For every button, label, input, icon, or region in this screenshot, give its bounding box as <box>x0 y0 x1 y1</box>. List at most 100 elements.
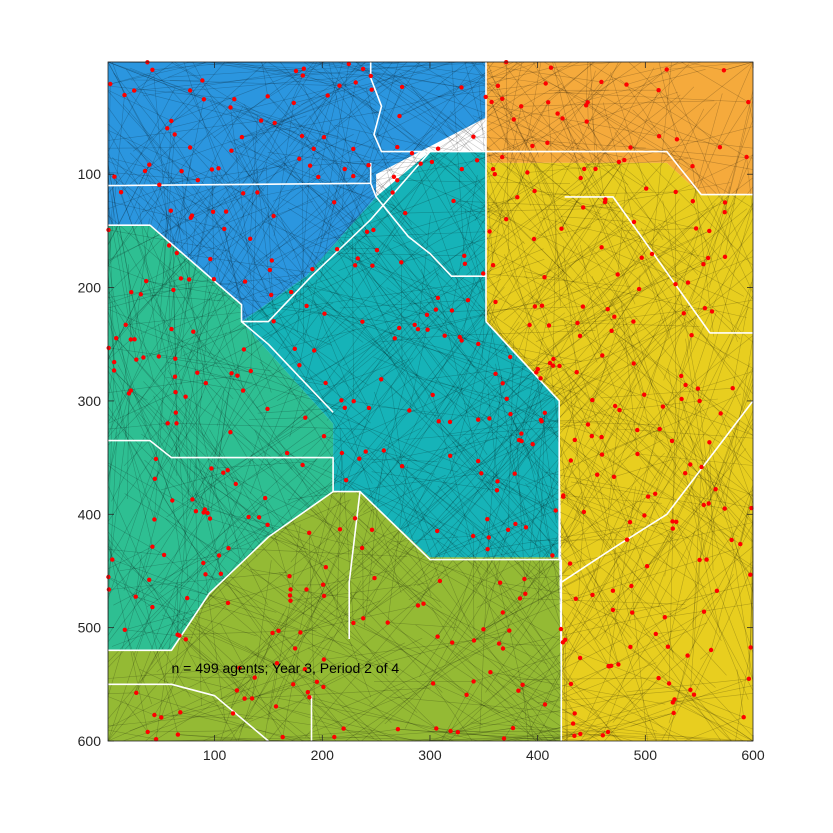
agent-point <box>165 126 170 131</box>
agent-point <box>323 380 328 386</box>
agent-track <box>175 217 197 359</box>
agent-point <box>706 501 711 506</box>
agent-track <box>289 313 325 437</box>
agent-track <box>537 412 546 605</box>
agent-track <box>545 735 575 742</box>
agent-track <box>227 469 306 548</box>
agent-track <box>230 431 332 526</box>
agent-track <box>687 256 754 283</box>
agent-track <box>263 663 278 742</box>
agent-track <box>107 308 251 372</box>
agent-track <box>344 239 479 420</box>
agent-track <box>165 676 255 678</box>
agent-point <box>297 363 302 368</box>
region-4 <box>108 225 334 651</box>
agent-track <box>524 573 695 695</box>
agent-track <box>676 521 749 700</box>
agent-track <box>600 257 709 313</box>
agent-point <box>705 255 711 261</box>
agent-point <box>617 407 622 413</box>
agent-track <box>528 295 543 306</box>
agent-track <box>389 696 575 714</box>
agent-track <box>445 460 572 664</box>
agent-track <box>592 399 754 543</box>
agent-track <box>723 61 754 71</box>
agent-track <box>107 541 148 732</box>
agent-track <box>264 736 335 742</box>
agent-track <box>289 595 483 726</box>
agent-track <box>581 376 705 506</box>
agent-track <box>668 683 754 742</box>
agent-track <box>107 376 176 446</box>
agent-track <box>226 259 300 366</box>
agent-track <box>325 324 368 384</box>
agent-track <box>439 580 556 742</box>
agent-track <box>438 306 583 313</box>
agent-point <box>169 118 174 124</box>
agent-track <box>703 207 754 265</box>
agent-point <box>600 733 605 738</box>
agent-point <box>679 396 684 402</box>
agent-track <box>402 465 435 475</box>
agent-track <box>562 245 577 373</box>
agent-track <box>544 662 657 705</box>
agent-track <box>278 539 385 632</box>
agent-track <box>107 413 208 514</box>
agent-point <box>557 363 562 369</box>
agent-track <box>664 528 674 577</box>
agent-track <box>685 472 754 496</box>
agent-track <box>539 418 598 475</box>
agent-track <box>376 61 474 137</box>
agent-track <box>605 199 697 258</box>
agent-point <box>273 704 279 709</box>
agent-track <box>324 306 363 322</box>
agent-track <box>107 176 115 363</box>
agent-track <box>547 142 623 158</box>
agent-track <box>692 93 723 202</box>
agent-track <box>204 524 268 603</box>
y-tick-label: 400 <box>78 506 102 522</box>
agent-point <box>500 96 505 102</box>
agent-track <box>668 611 705 724</box>
agent-track <box>107 270 115 371</box>
agent-point <box>352 263 358 268</box>
region-layer <box>108 62 753 741</box>
agent-track <box>406 738 505 742</box>
agent-track <box>416 527 527 587</box>
region-boundary-15 <box>108 490 334 652</box>
agent-point <box>118 190 124 195</box>
agent-track <box>586 61 747 158</box>
agent-track <box>209 429 260 518</box>
agent-track <box>363 538 458 619</box>
agent-track <box>306 386 501 583</box>
agent-track <box>131 79 203 81</box>
agent-track <box>110 61 191 85</box>
y-tick-label: 100 <box>78 166 102 182</box>
agent-track <box>658 222 704 265</box>
agent-track <box>633 363 652 438</box>
agent-track <box>562 118 636 265</box>
agent-track <box>583 511 674 653</box>
agent-track <box>107 562 204 663</box>
agent-point <box>161 552 167 558</box>
agent-point <box>435 634 440 639</box>
agent-track <box>683 716 744 742</box>
agent-track <box>324 313 481 361</box>
agent-track <box>591 276 645 395</box>
agent-track <box>248 175 354 273</box>
agent-track <box>637 453 658 482</box>
agent-track <box>680 61 749 103</box>
agent-track <box>220 690 238 742</box>
agent-track <box>570 683 693 742</box>
agent-track <box>107 89 172 122</box>
agent-track <box>260 120 350 252</box>
agent-point <box>649 251 655 257</box>
agent-track <box>386 244 522 434</box>
agent-point <box>531 236 537 242</box>
agent-point <box>749 505 754 511</box>
agent-track <box>157 305 186 397</box>
agent-point <box>575 320 580 326</box>
agent-track <box>299 61 408 160</box>
agent-track <box>576 371 754 436</box>
agent-track <box>644 367 754 516</box>
